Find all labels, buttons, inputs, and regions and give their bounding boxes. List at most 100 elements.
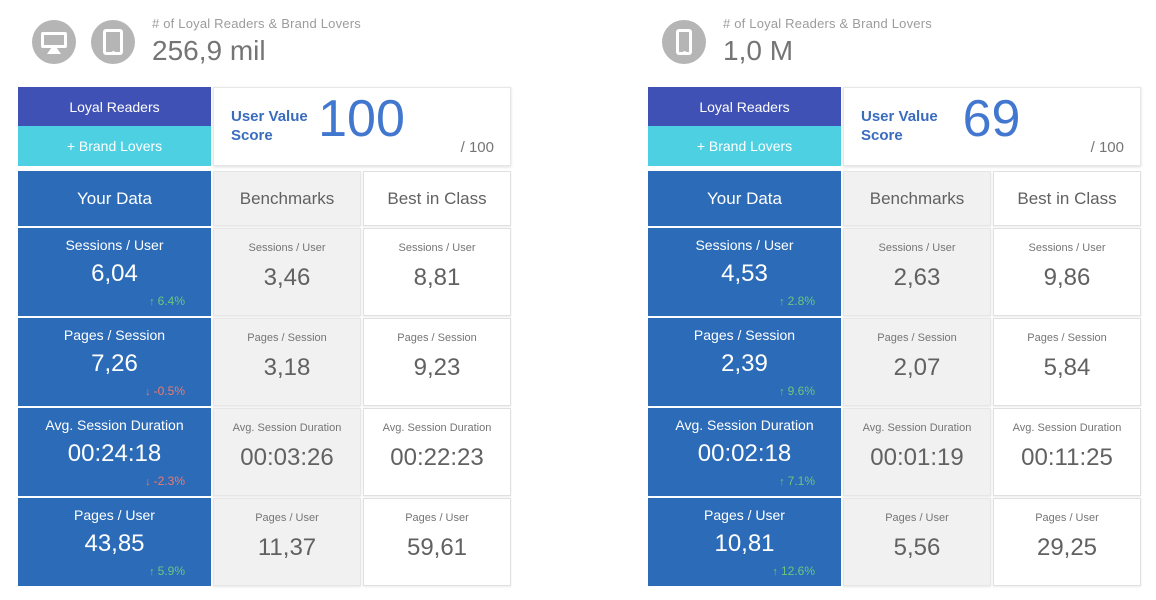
- delta-badge: -0.5%: [145, 384, 185, 398]
- score-label: User Value Score: [231, 108, 308, 144]
- best-in-class-cell: Pages / User 29,25: [993, 498, 1141, 586]
- metric-label: Sessions / User: [65, 237, 164, 253]
- metric-label: Pages / Session: [1027, 332, 1107, 344]
- panel-smartphone: # of Loyal Readers & Brand Lovers 1,0 M …: [648, 0, 1141, 600]
- metric-value: 10,81: [714, 530, 775, 557]
- metric-value: 59,61: [406, 534, 468, 561]
- metric-value: 6,04: [91, 260, 138, 287]
- tablet-icon: [91, 20, 135, 64]
- tablet-icon-button: [111, 51, 115, 54]
- your-data-cell: Pages / Session 7,26 -0.5%: [18, 318, 211, 406]
- your-data-cell: Pages / User 10,81 12.6%: [648, 498, 841, 586]
- metric-label: Sessions / User: [1028, 242, 1106, 254]
- delta-badge: 5.9%: [149, 564, 185, 578]
- benchmark-cell: Avg. Session Duration 00:03:26: [213, 408, 361, 496]
- metric-value: 3,46: [263, 264, 311, 291]
- your-data-cell: Avg. Session Duration 00:02:18 7.1%: [648, 408, 841, 496]
- column-header-your-data: Your Data: [18, 171, 211, 226]
- metric-label: Sessions / User: [248, 242, 326, 254]
- delta-badge: 2.8%: [779, 294, 815, 308]
- best-in-class-cell: Pages / User 59,61: [363, 498, 511, 586]
- metric-label: Pages / Session: [397, 332, 477, 344]
- benchmark-cell: Sessions / User 2,63: [843, 228, 991, 316]
- segment-loyal-readers: Loyal Readers: [18, 87, 211, 126]
- metric-value: 5,56: [893, 534, 941, 561]
- metric-label: Sessions / User: [695, 237, 794, 253]
- metric-value: 00:11:25: [1021, 444, 1113, 471]
- best-in-class-cell: Sessions / User 8,81: [363, 228, 511, 316]
- panel-header: # of Loyal Readers & Brand Lovers 256,9 …: [32, 16, 361, 67]
- desktop-icon-stand: [47, 48, 61, 54]
- your-data-cell: Sessions / User 4,53 2.8%: [648, 228, 841, 316]
- metric-value: 8,81: [413, 264, 461, 291]
- column-header-best-in-class: Best in Class: [993, 171, 1141, 226]
- user-value-score-card: User Value Score 100 / 100: [213, 87, 511, 166]
- metric-value: 9,86: [1043, 264, 1091, 291]
- your-data-cell: Pages / User 43,85 5.9%: [18, 498, 211, 586]
- metric-value: 2,07: [893, 354, 941, 381]
- metric-value: 00:24:18: [67, 440, 162, 467]
- metric-value: 11,37: [257, 534, 317, 561]
- benchmark-cell: Pages / User 5,56: [843, 498, 991, 586]
- smartphone-icon: [662, 20, 706, 64]
- best-in-class-cell: Avg. Session Duration 00:11:25: [993, 408, 1141, 496]
- metric-label: Sessions / User: [878, 242, 956, 254]
- metric-value: 00:02:18: [697, 440, 792, 467]
- delta-badge: 12.6%: [772, 564, 815, 578]
- segment-brand-lovers: + Brand Lovers: [18, 126, 211, 166]
- column-header-benchmarks: Benchmarks: [213, 171, 361, 226]
- column-header-your-data: Your Data: [648, 171, 841, 226]
- column-header-best-in-class: Best in Class: [363, 171, 511, 226]
- benchmark-cell: Avg. Session Duration 00:01:19: [843, 408, 991, 496]
- metric-label: Sessions / User: [398, 242, 476, 254]
- metric-value: 00:03:26: [240, 444, 334, 471]
- delta-badge: -2.3%: [145, 474, 185, 488]
- metric-label: Avg. Session Duration: [45, 417, 184, 433]
- score-value: 69: [962, 90, 1021, 148]
- audience-total: 1,0 M: [723, 35, 794, 66]
- metric-label: Avg. Session Duration: [382, 422, 492, 434]
- segment-brand-lovers: + Brand Lovers: [648, 126, 841, 166]
- metric-value: 00:22:23: [390, 444, 484, 471]
- score-max: / 100: [460, 139, 494, 156]
- metrics-grid: Your Data Benchmarks Best in Class Sessi…: [18, 171, 511, 586]
- delta-badge: 7.1%: [779, 474, 815, 488]
- metric-value: 5,84: [1043, 354, 1091, 381]
- metric-label: Pages / User: [885, 512, 949, 524]
- benchmark-card: Loyal Readers + Brand Lovers User Value …: [648, 87, 1141, 586]
- metric-value: 4,53: [721, 260, 768, 287]
- score-max: / 100: [1090, 139, 1124, 156]
- panel-header: # of Loyal Readers & Brand Lovers 1,0 M: [662, 16, 932, 67]
- benchmark-cell: Pages / Session 3,18: [213, 318, 361, 406]
- smartphone-icon-button: [682, 51, 686, 54]
- metric-value: 7,26: [91, 350, 138, 377]
- user-value-score-card: User Value Score 69 / 100: [843, 87, 1141, 166]
- metric-label: Avg. Session Duration: [862, 422, 972, 434]
- your-data-cell: Pages / Session 2,39 9.6%: [648, 318, 841, 406]
- metric-label: Pages / Session: [247, 332, 327, 344]
- metric-label: Pages / User: [74, 507, 155, 523]
- metric-value: 3,18: [263, 354, 311, 381]
- metric-label: Pages / User: [405, 512, 469, 524]
- metric-label: Avg. Session Duration: [1012, 422, 1122, 434]
- metric-label: Pages / Session: [877, 332, 957, 344]
- metric-label: Pages / User: [704, 507, 785, 523]
- metric-label: Avg. Session Duration: [675, 417, 814, 433]
- metric-value: 2,63: [893, 264, 941, 291]
- metric-value: 43,85: [84, 530, 145, 557]
- audience-total: 256,9 mil: [152, 35, 266, 66]
- panel-title: # of Loyal Readers & Brand Lovers: [723, 16, 932, 31]
- metric-label: Pages / Session: [63, 327, 166, 343]
- best-in-class-cell: Avg. Session Duration 00:22:23: [363, 408, 511, 496]
- metric-label: Pages / Session: [693, 327, 796, 343]
- desktop-icon: [32, 20, 76, 64]
- best-in-class-cell: Pages / Session 5,84: [993, 318, 1141, 406]
- your-data-cell: Avg. Session Duration 00:24:18 -2.3%: [18, 408, 211, 496]
- metric-value: 2,39: [721, 350, 768, 377]
- metric-label: Avg. Session Duration: [232, 422, 342, 434]
- metric-value: 9,23: [413, 354, 461, 381]
- desktop-icon-screen: [41, 32, 67, 48]
- best-in-class-cell: Sessions / User 9,86: [993, 228, 1141, 316]
- metric-label: Pages / User: [255, 512, 319, 524]
